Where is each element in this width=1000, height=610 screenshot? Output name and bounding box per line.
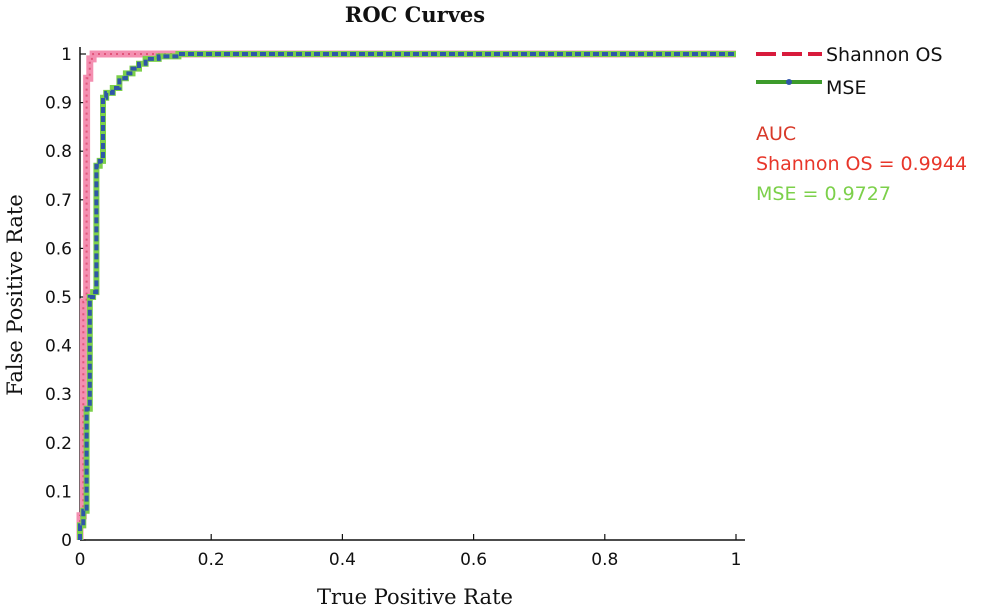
series-line-shannon-dots xyxy=(79,53,736,540)
chart-title: ROC Curves xyxy=(345,2,485,27)
auc-shannon-value: Shannon OS = 0.9944 xyxy=(756,153,967,175)
x-tick-label: 1 xyxy=(731,550,742,570)
series-layer xyxy=(76,50,736,540)
y-tick-label: 0.3 xyxy=(45,385,72,405)
y-tick-label: 0.9 xyxy=(45,94,72,114)
x-tick-label: 0.4 xyxy=(329,550,356,570)
legend-label-shannon: Shannon OS xyxy=(826,44,943,66)
y-tick-label: 0.4 xyxy=(45,337,72,357)
plot-axes xyxy=(79,47,745,541)
y-tick-label: 0.1 xyxy=(45,482,72,502)
y-axis-label: False Positive Rate xyxy=(3,194,27,395)
auc-annotation: AUC Shannon OS = 0.9944 MSE = 0.9727 xyxy=(756,123,967,205)
x-ticks: 0 0.2 0.4 0.6 0.8 1 xyxy=(75,534,742,570)
y-tick-label: 0.7 xyxy=(45,191,72,211)
y-tick-label: 0.2 xyxy=(45,434,72,454)
x-tick-label: 0 xyxy=(75,550,86,570)
y-tick-label: 1 xyxy=(61,45,72,65)
y-tick-label: 0 xyxy=(61,531,72,551)
series-line-shannon xyxy=(76,50,736,540)
legend-marker-mse xyxy=(786,79,792,85)
auc-heading: AUC xyxy=(756,123,796,145)
legend: Shannon OS MSE xyxy=(756,44,943,99)
y-tick-label: 0.8 xyxy=(45,142,72,162)
series-line-mse xyxy=(78,52,736,540)
x-tick-label: 0.8 xyxy=(591,550,618,570)
auc-mse-value: MSE = 0.9727 xyxy=(756,183,891,205)
y-tick-label: 0.5 xyxy=(45,288,72,308)
y-tick-label: 0.6 xyxy=(45,239,72,259)
series-line-mse-outline xyxy=(77,51,736,540)
legend-label-mse: MSE xyxy=(826,77,866,99)
x-tick-label: 0.2 xyxy=(198,550,225,570)
x-tick-label: 0.6 xyxy=(460,550,487,570)
x-axis-label: True Positive Rate xyxy=(317,585,513,609)
